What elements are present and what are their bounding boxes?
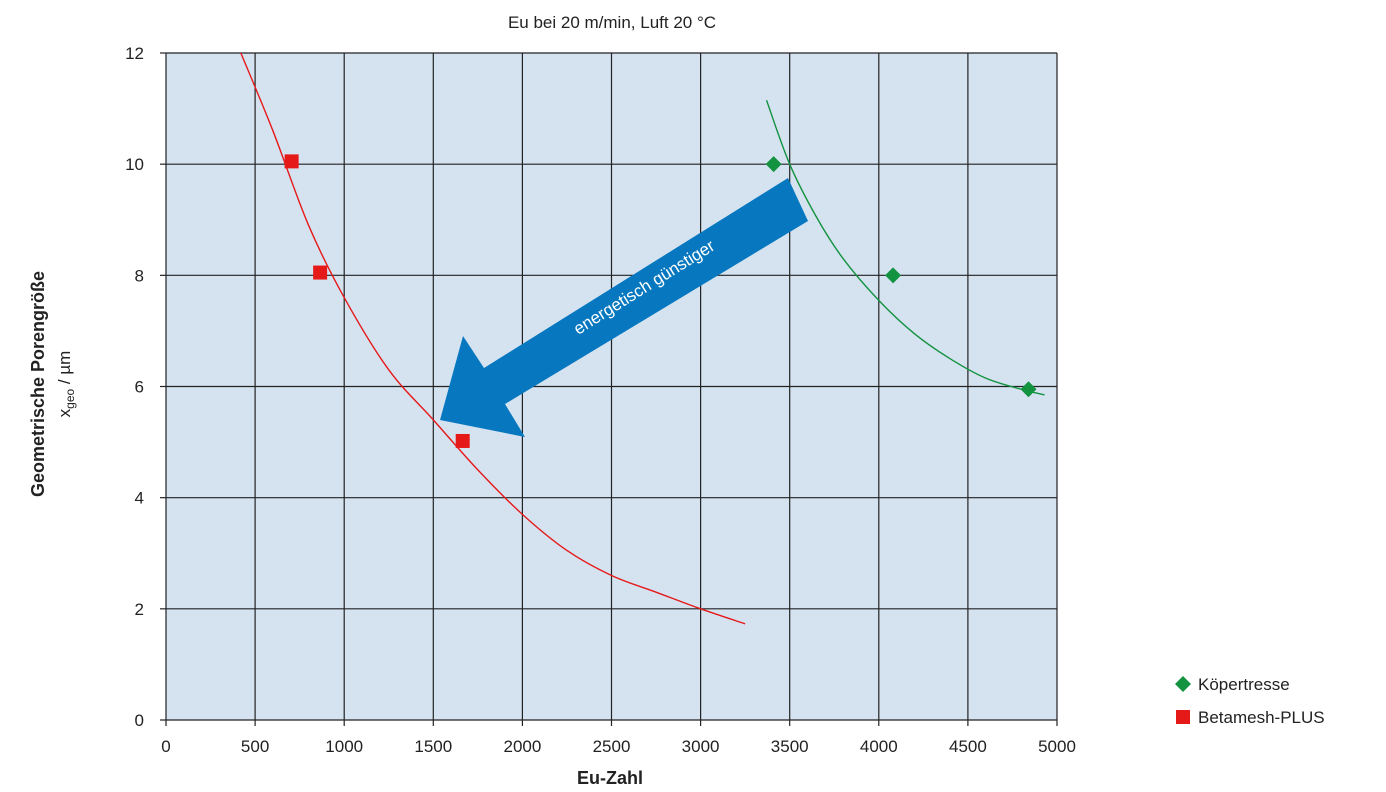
y-axis-ticks: 0 2 4 6 8 10 12 — [125, 44, 166, 730]
chart-title: Eu bei 20 m/min, Luft 20 °C — [508, 13, 716, 32]
y-tick-label-2: 4 — [135, 489, 144, 508]
y-tick-label-4: 8 — [135, 266, 144, 285]
legend-marker-betamesh-plus — [1176, 710, 1190, 724]
x-tick-label-5: 2500 — [593, 737, 631, 756]
point-betamesh-plus-0 — [284, 154, 299, 169]
y-tick-label-1: 2 — [135, 600, 144, 619]
y-tick-label-5: 10 — [125, 155, 144, 174]
x-tick-label-10: 5000 — [1038, 737, 1076, 756]
x-tick-label-6: 3000 — [682, 737, 720, 756]
legend-label-k-pertresse: Köpertresse — [1198, 675, 1290, 694]
legend: Köpertresse Betamesh-PLUS — [1175, 675, 1325, 727]
x-tick-label-4: 2000 — [503, 737, 541, 756]
x-tick-label-3: 1500 — [414, 737, 452, 756]
point-k-pertresse-0 — [765, 156, 782, 173]
data-markers — [284, 154, 1037, 448]
point-betamesh-plus-1 — [313, 265, 328, 280]
y-tick-label-0: 0 — [135, 711, 144, 730]
legend-marker-k-pertresse — [1175, 676, 1191, 692]
point-k-pertresse-2 — [1020, 381, 1037, 398]
x-tick-label-9: 4500 — [949, 737, 987, 756]
arrow-shape — [440, 178, 808, 437]
x-tick-label-7: 3500 — [771, 737, 809, 756]
x-axis-label: Eu-Zahl — [577, 768, 643, 788]
x-tick-label-8: 4000 — [860, 737, 898, 756]
x-tick-label-2: 1000 — [325, 737, 363, 756]
fit-line-betamesh-plus — [240, 52, 746, 625]
x-tick-label-0: 0 — [161, 737, 170, 756]
legend-label-betamesh-plus: Betamesh-PLUS — [1198, 708, 1325, 727]
y-axis-label: Geometrische Porengröße — [28, 271, 48, 497]
y-tick-label-6: 12 — [125, 44, 144, 63]
x-axis-ticks: 0 500 1000 1500 2000 2500 3000 3500 4000 4500 5000 — [161, 720, 1076, 756]
y-axis-unit: xgeo / µm — [55, 351, 77, 418]
point-k-pertresse-1 — [885, 267, 902, 284]
fit-line-k-pertresse — [765, 100, 1045, 396]
fit-curves — [240, 52, 1045, 625]
x-tick-label-1: 500 — [241, 737, 269, 756]
y-tick-label-3: 6 — [135, 378, 144, 397]
point-betamesh-plus-2 — [455, 433, 470, 448]
